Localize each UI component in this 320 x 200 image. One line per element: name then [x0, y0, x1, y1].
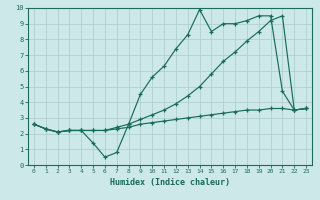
X-axis label: Humidex (Indice chaleur): Humidex (Indice chaleur)	[110, 178, 230, 187]
